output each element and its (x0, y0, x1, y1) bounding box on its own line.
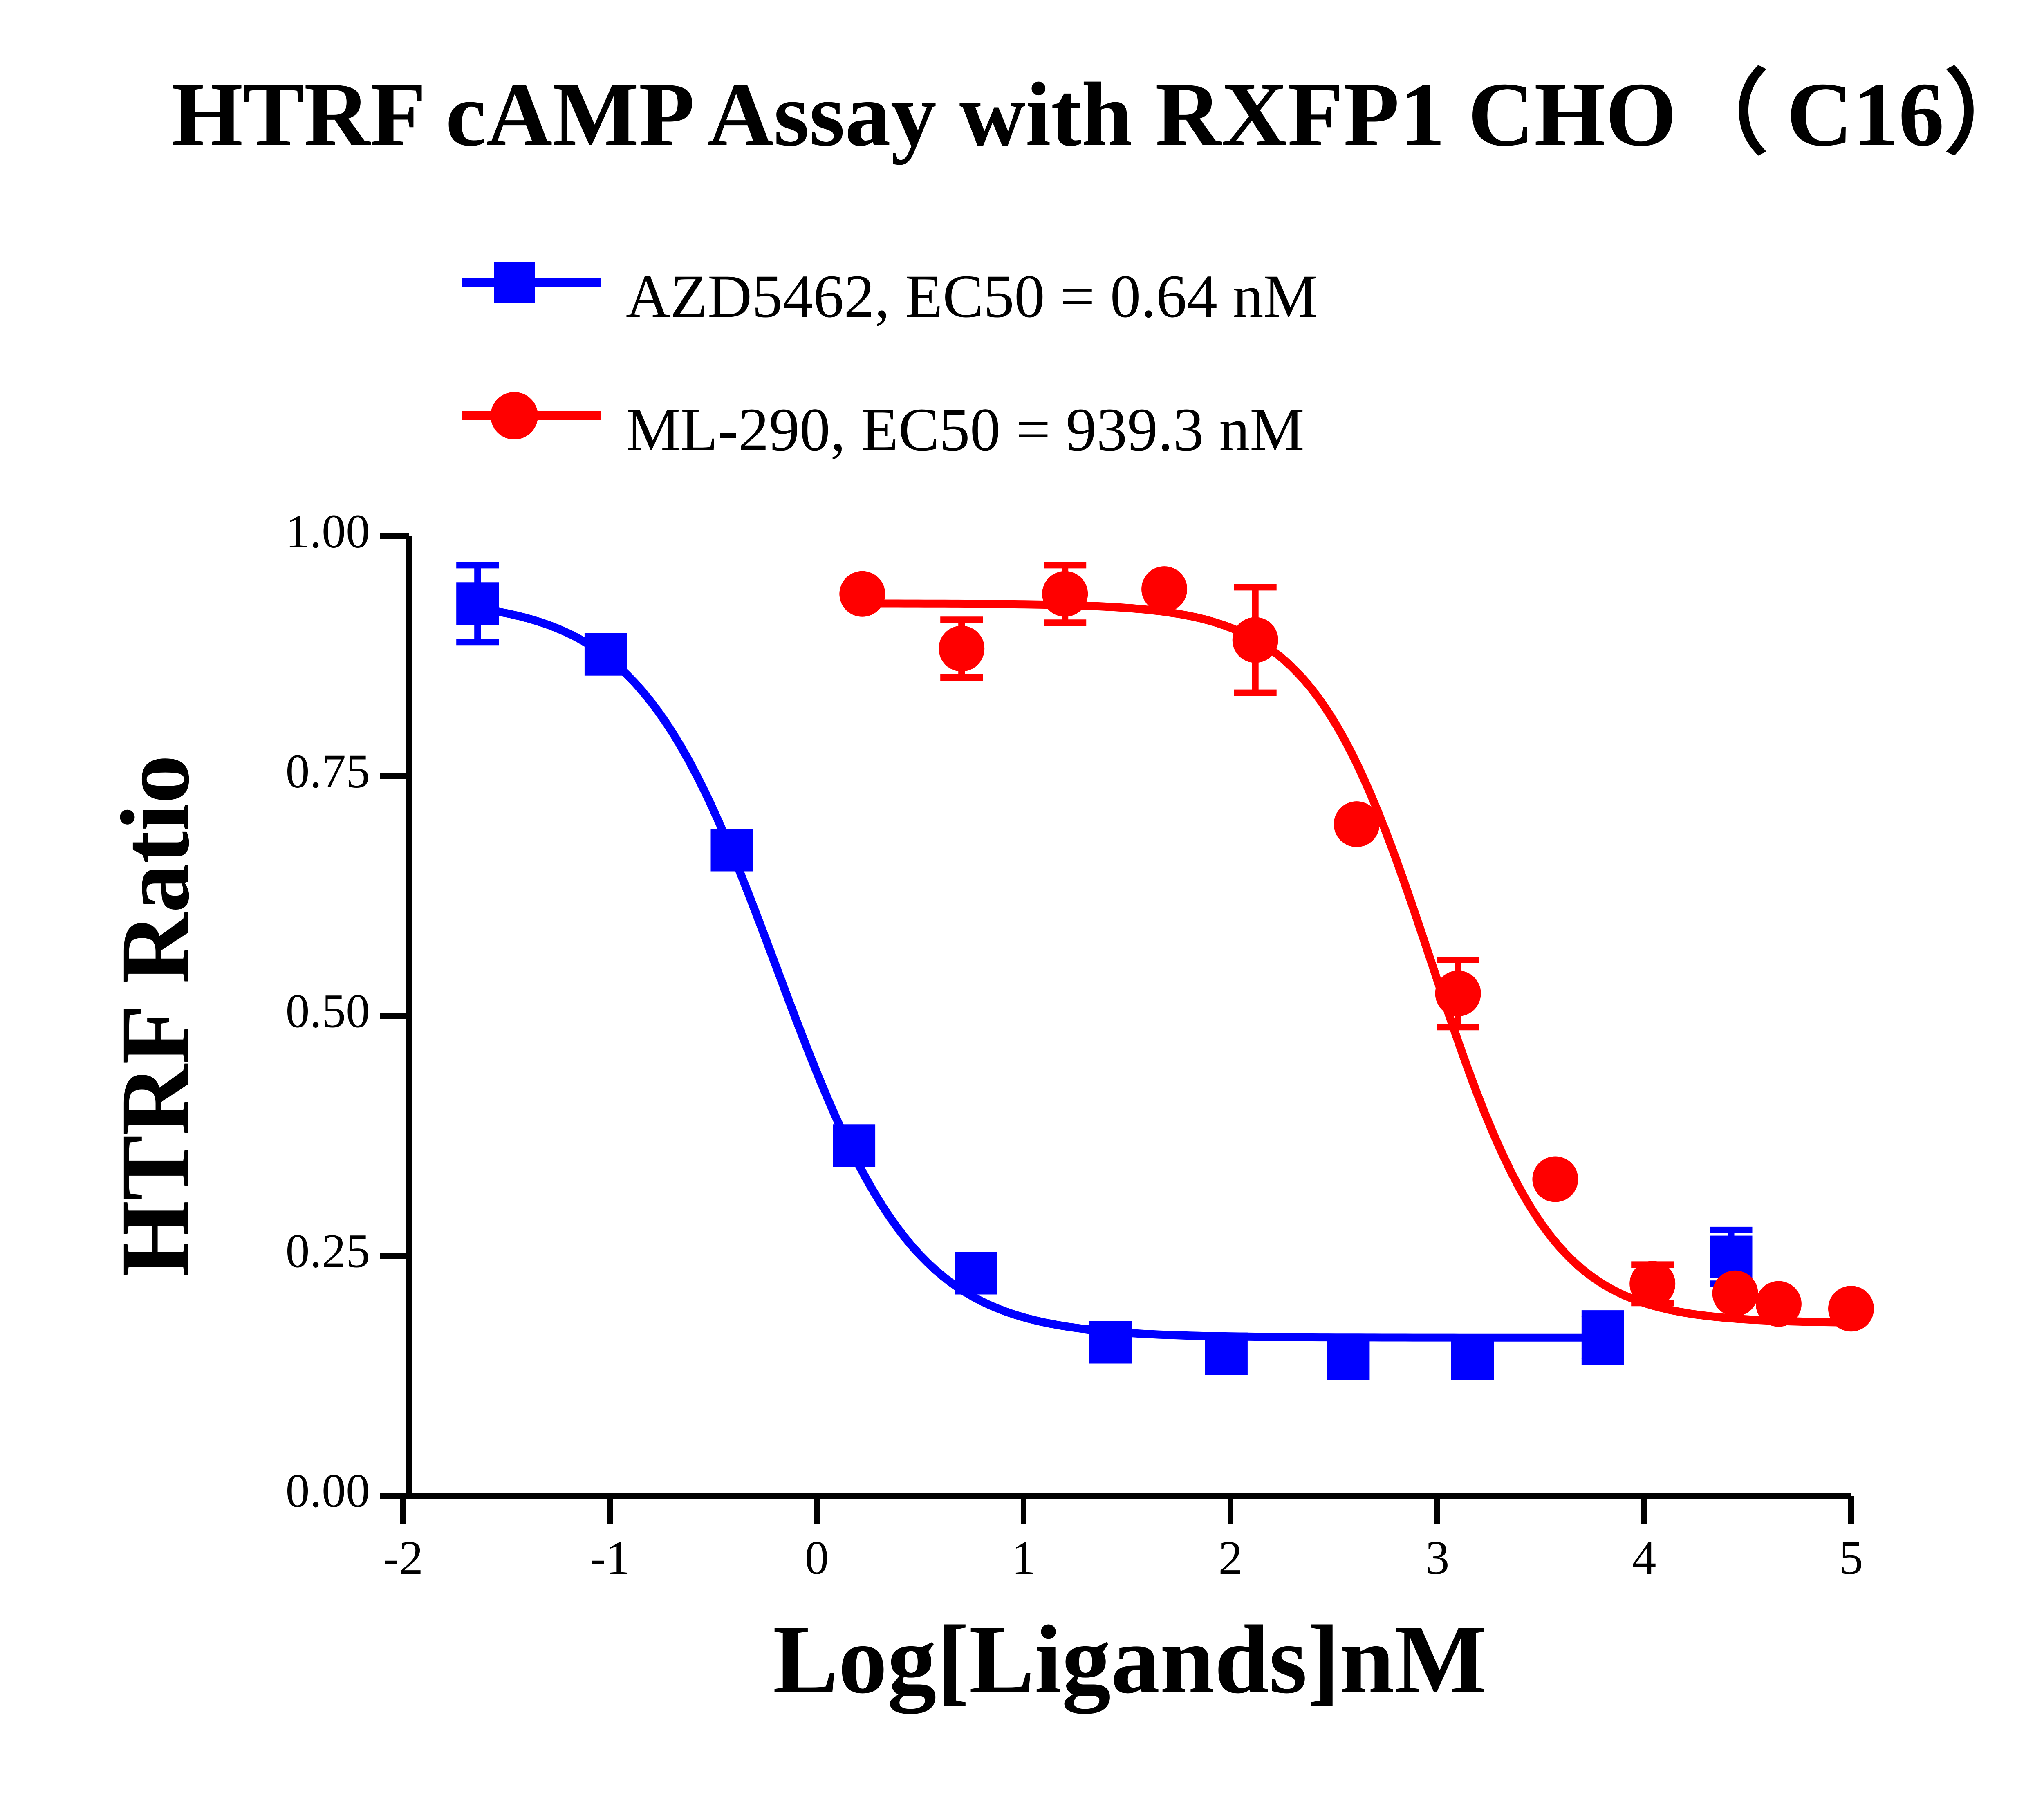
svg-text:5: 5 (1839, 1531, 1863, 1585)
svg-text:0.25: 0.25 (286, 1224, 370, 1278)
svg-text:0.75: 0.75 (286, 744, 370, 798)
svg-text:-1: -1 (590, 1531, 630, 1585)
svg-text:0.50: 0.50 (286, 984, 370, 1038)
svg-text:HTRF Ratio: HTRF Ratio (101, 755, 209, 1277)
svg-text:-2: -2 (383, 1531, 423, 1585)
svg-text:4: 4 (1632, 1531, 1656, 1585)
svg-text:0.00: 0.00 (286, 1464, 370, 1517)
svg-text:AZD5462, EC50 = 0.64 nM: AZD5462, EC50 = 0.64 nM (626, 262, 1318, 330)
svg-text:3: 3 (1425, 1531, 1450, 1585)
svg-text:2: 2 (1219, 1531, 1243, 1585)
svg-text:1.00: 1.00 (286, 504, 370, 558)
svg-text:Log[Ligands]nM: Log[Ligands]nM (773, 1605, 1487, 1714)
svg-text:1: 1 (1012, 1531, 1036, 1585)
svg-text:ML-290, EC50 = 939.3 nM: ML-290, EC50 = 939.3 nM (626, 396, 1304, 464)
svg-text:0: 0 (805, 1531, 829, 1585)
